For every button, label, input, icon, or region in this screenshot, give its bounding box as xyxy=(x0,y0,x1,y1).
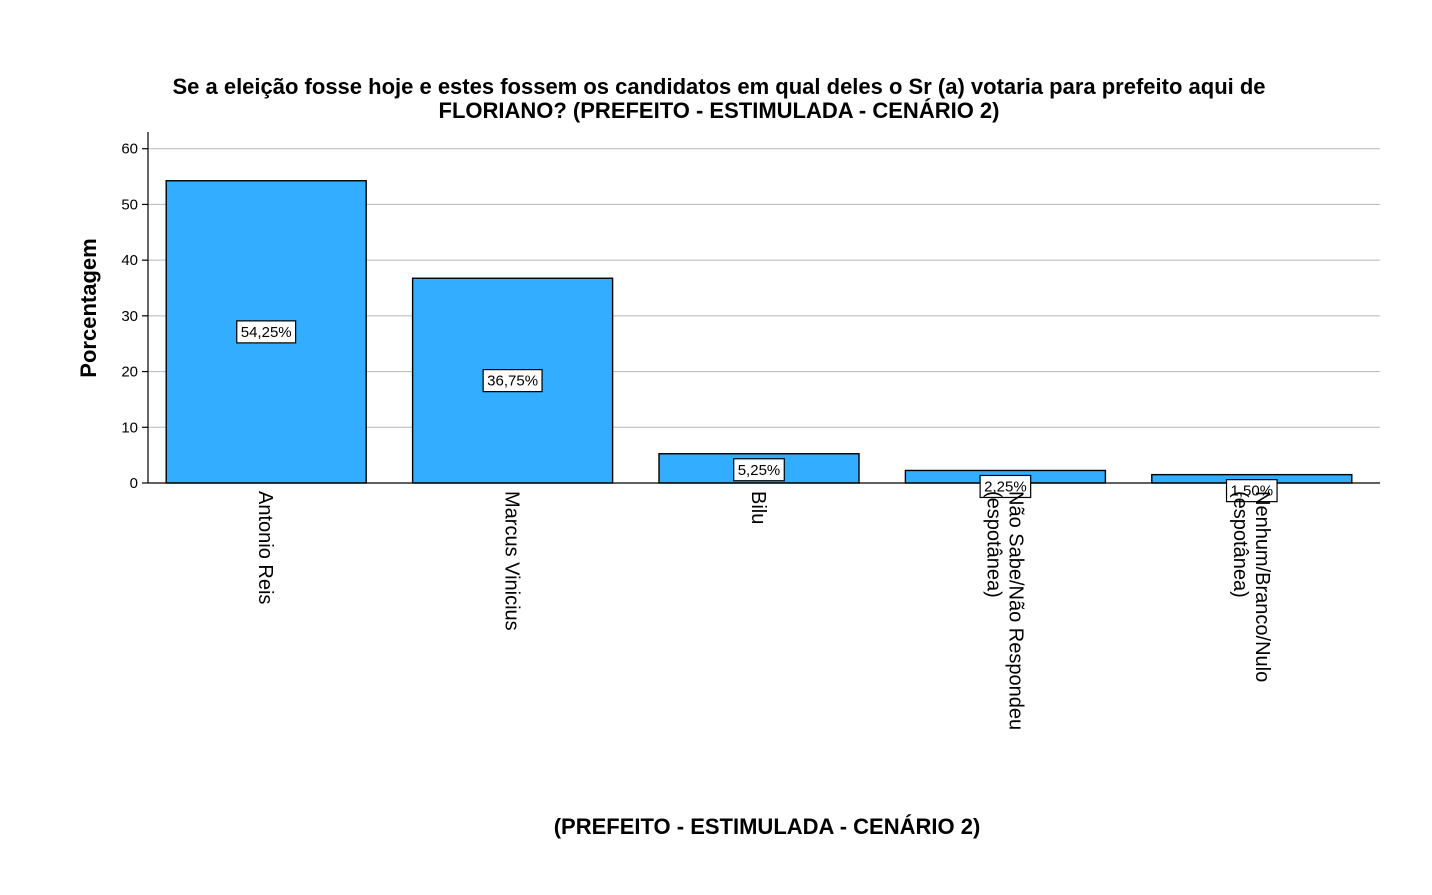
data-label-box xyxy=(979,474,1032,499)
bars xyxy=(165,180,1353,484)
x-axis-title: (PREFEITO - ESTIMULADA - CENÁRIO 2) xyxy=(554,814,981,839)
chart-title: Se a eleição fosse hoje e estes fossem o… xyxy=(172,74,1265,123)
data-label: 5,25% xyxy=(738,462,781,479)
y-tick-label: 20 xyxy=(121,364,138,381)
y-axis-ticks: 0 10 20 30 40 50 60 xyxy=(121,141,148,492)
x-category-label: (espotânea) xyxy=(1229,491,1251,598)
data-label: 54,25% xyxy=(241,324,292,341)
y-tick-label: 10 xyxy=(121,419,138,436)
y-tick-label: 0 xyxy=(130,475,138,492)
chart-title-line: FLORIANO? (PREFEITO - ESTIMULADA - CENÁR… xyxy=(439,98,1000,123)
x-category-label: Nenhum/Branco/Nulo xyxy=(1251,491,1273,682)
y-tick-label: 50 xyxy=(121,196,138,213)
category-labels: Antonio Reis Marcus Vinicius Bilu Não Sabe/… xyxy=(254,491,1273,730)
data-label-box xyxy=(733,458,785,482)
x-category-label: Não Sabe/Não Respondeu xyxy=(1004,491,1026,730)
x-category-label: Antonio Reis xyxy=(254,491,276,604)
chart-title-line: Se a eleição fosse hoje e estes fossem o… xyxy=(172,74,1265,99)
data-label-box xyxy=(236,320,297,344)
x-category-label: (espotânea) xyxy=(982,491,1004,598)
data-labels: 54,25% 36,75% 5,25% 2,25% 1,50% xyxy=(236,320,1278,503)
x-category-label: Bilu xyxy=(747,491,769,524)
y-axis-title: Porcentagem xyxy=(76,238,101,377)
data-label-box xyxy=(482,369,543,393)
x-category-label: Marcus Vinicius xyxy=(501,491,523,631)
data-label: 2,25% xyxy=(984,478,1027,495)
data-label: 1,50% xyxy=(1231,483,1274,500)
y-tick-label: 40 xyxy=(121,252,138,269)
y-tick-label: 30 xyxy=(121,308,138,325)
axes xyxy=(147,132,1380,484)
y-tick-label: 60 xyxy=(121,141,138,158)
data-label-box xyxy=(1225,479,1278,503)
data-label: 36,75% xyxy=(487,373,538,390)
